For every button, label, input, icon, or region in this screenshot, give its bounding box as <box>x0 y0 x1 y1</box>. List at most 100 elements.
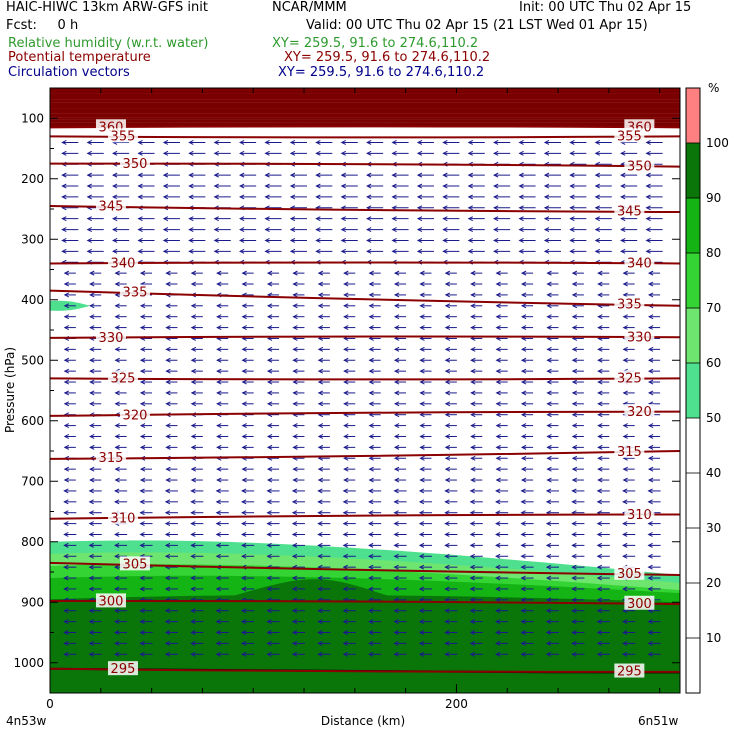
wind-vector-head <box>114 542 120 548</box>
wind-vector-head <box>444 281 451 287</box>
wind-vector-head <box>215 542 221 548</box>
wind-vector-head <box>571 270 578 276</box>
wind-vector-head <box>264 183 270 189</box>
wind-vector-head <box>419 281 425 287</box>
wind-vector-head <box>594 227 601 233</box>
wind-vector-head <box>86 216 92 222</box>
wind-vector-head <box>368 608 374 614</box>
wind-vector-head <box>495 532 501 537</box>
wind-vector-head <box>596 586 603 592</box>
wind-vector-head <box>190 575 196 581</box>
wind-vector-head <box>597 401 603 407</box>
wind-vector-head <box>190 423 197 429</box>
wind-vector-head <box>366 183 372 189</box>
wind-vector-head <box>520 270 527 276</box>
wind-vector-head <box>342 553 348 559</box>
wind-vector-head <box>543 172 550 178</box>
wind-vector-head <box>114 640 120 646</box>
wind-vector-head <box>444 357 451 363</box>
wind-vector-head <box>645 150 651 156</box>
wind-vector-head <box>594 248 601 254</box>
wind-vector-head <box>495 346 501 352</box>
wind-vector-head <box>543 183 550 189</box>
wind-vector-head <box>317 325 324 331</box>
wind-vector-head <box>292 346 298 352</box>
colorbar-tick-label-40: 40 <box>706 466 721 480</box>
wind-vector-head <box>571 651 577 657</box>
wind-vector-head <box>622 640 628 646</box>
wind-vector-head <box>444 368 451 374</box>
wind-vector-head <box>393 379 400 385</box>
wind-vector-head <box>317 586 323 592</box>
wind-vector-head <box>289 216 296 222</box>
wind-vector-head <box>444 325 451 331</box>
wind-vector-head <box>571 597 577 603</box>
wind-vector-head <box>569 172 575 178</box>
wind-vector-head <box>546 423 552 429</box>
wind-vector-head <box>391 205 397 211</box>
theta-label-bg <box>107 128 138 143</box>
wind-vector-head <box>545 532 552 537</box>
theta-label-bg <box>624 329 655 344</box>
wind-vector-head <box>442 216 448 222</box>
wind-vector-head <box>470 444 476 450</box>
wind-vector-head <box>569 238 575 243</box>
wind-vector-head <box>266 542 272 548</box>
wind-vector-head <box>86 183 92 189</box>
wind-vector-head <box>520 346 527 352</box>
wind-vector-head <box>114 553 120 559</box>
wind-vector-head <box>342 575 348 581</box>
wind-vector-head <box>597 379 603 385</box>
wind-vector-head <box>114 586 120 592</box>
wind-vector-head <box>647 575 653 581</box>
wind-vector-head <box>317 281 324 287</box>
wind-vector-head <box>63 630 69 635</box>
wind-vector-head <box>190 314 197 320</box>
wind-vector-head <box>368 521 374 527</box>
wind-vector-head <box>343 281 349 287</box>
wind-vector-head <box>216 303 222 309</box>
wind-vector-head <box>518 216 524 222</box>
wind-vector-head <box>190 553 196 559</box>
wind-vector-head <box>596 575 603 581</box>
wind-vector-head <box>63 651 69 657</box>
theta-label-bg <box>614 663 645 678</box>
wind-vector-head <box>188 248 194 254</box>
theta-label-bg <box>119 155 150 170</box>
wind-vector-head <box>63 521 69 527</box>
wind-vector-head <box>444 423 451 429</box>
wind-vector-head <box>317 651 323 657</box>
wind-vector-head <box>63 325 70 331</box>
wind-vector-head <box>597 314 603 320</box>
wind-vector-head <box>216 281 222 287</box>
wind-vector-head <box>393 270 400 276</box>
wind-vector-head <box>647 346 654 352</box>
wind-vector-head <box>520 651 526 657</box>
wind-vector-head <box>137 216 143 222</box>
wind-vector-head <box>391 194 397 200</box>
wind-vector-head <box>241 390 247 396</box>
wind-vector-head <box>444 466 451 472</box>
wind-vector-head <box>216 401 222 407</box>
wind-vector-head <box>317 553 323 559</box>
wind-vector-head <box>597 325 603 331</box>
wind-vector-head <box>190 499 196 505</box>
wind-vector-head <box>442 183 448 189</box>
wind-vector-head <box>520 281 527 287</box>
wind-vector-head <box>368 564 374 570</box>
wind-vector-head <box>647 292 654 298</box>
wind-vector-head <box>289 172 296 178</box>
wind-vector-head <box>444 542 450 548</box>
wind-vector-head <box>63 292 70 298</box>
theta-label-bg <box>624 255 655 270</box>
wind-vector-head <box>545 619 552 625</box>
wind-vector-head <box>165 314 171 320</box>
model-title: HAIC-HIWC 13km ARW-GFS init <box>6 0 208 15</box>
wind-vector-head <box>292 357 298 363</box>
wind-vector-head <box>291 640 298 646</box>
colorbar-frame <box>685 87 701 694</box>
wind-vector-head <box>469 608 475 614</box>
wind-vector-head <box>114 488 120 494</box>
wind-vector-head <box>469 521 475 527</box>
wind-vector-head <box>622 651 628 657</box>
